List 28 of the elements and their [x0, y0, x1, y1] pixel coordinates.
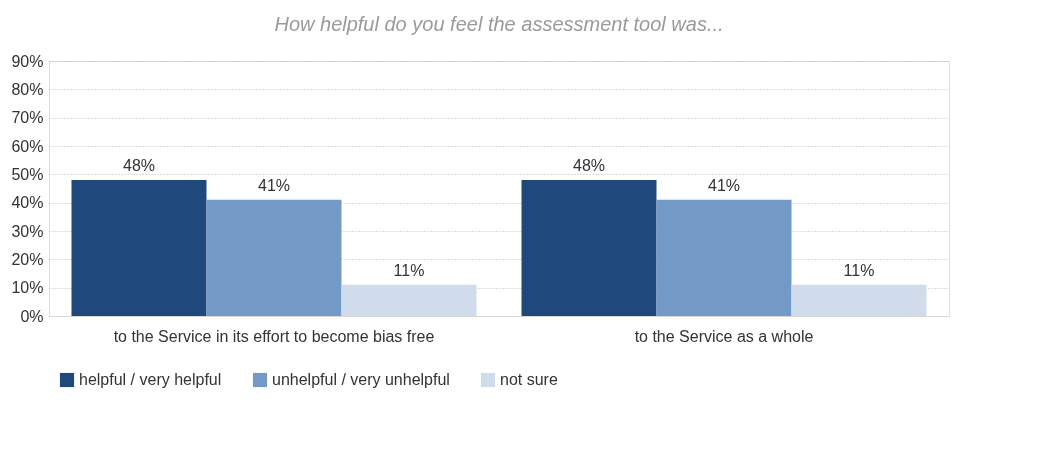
chart-title: How helpful do you feel the assessment tool was... — [274, 13, 724, 35]
y-tick-label: 10% — [11, 279, 44, 297]
bar — [206, 199, 342, 316]
data-label: 48% — [122, 157, 156, 174]
x-tick-label: to the Service in its effort to become bias free — [113, 327, 435, 345]
y-tick-label: 60% — [11, 137, 44, 155]
x-tick-label: to the Service as a whole — [634, 327, 814, 345]
y-tick-label: 30% — [11, 222, 44, 240]
y-tick-label: 80% — [11, 80, 44, 98]
bar — [71, 180, 207, 316]
legend-label: helpful / very helpful — [79, 371, 222, 388]
y-tick-label: 50% — [11, 165, 44, 183]
data-label: 48% — [572, 157, 606, 174]
bar — [521, 180, 657, 316]
legend-label: not sure — [500, 371, 558, 388]
bar — [656, 199, 792, 316]
data-label: 11% — [843, 261, 875, 279]
y-tick-label: 90% — [11, 52, 44, 70]
data-label: 41% — [257, 176, 291, 194]
bar — [791, 284, 927, 316]
legend-label: unhelpful / very unhelpful — [272, 371, 450, 388]
y-tick-label: 40% — [11, 194, 44, 212]
data-label: 41% — [707, 176, 741, 194]
y-tick-label: 70% — [11, 109, 44, 127]
data-label: 11% — [393, 261, 425, 279]
bar — [341, 284, 477, 316]
y-tick-label: 0% — [20, 307, 44, 325]
y-tick-label: 20% — [11, 250, 44, 268]
